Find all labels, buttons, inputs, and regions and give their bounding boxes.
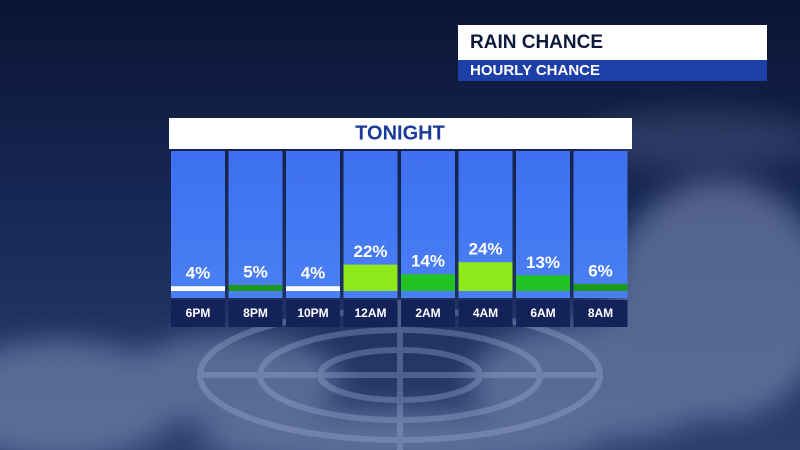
value-label: 6% [588, 261, 613, 280]
label-strip [343, 300, 398, 327]
label-strip [458, 300, 513, 327]
x-tick-label: 6AM [530, 306, 555, 320]
column [401, 151, 455, 298]
chart-title: TONIGHT [355, 122, 445, 144]
subtitle-box [458, 60, 767, 81]
bar [228, 285, 283, 291]
title: RAIN CHANCE [470, 32, 603, 53]
bar [401, 274, 455, 291]
subtitle: HOURLY CHANCE [470, 62, 600, 79]
bar [171, 286, 225, 291]
x-tick-label: 2AM [415, 306, 440, 320]
bar [516, 275, 570, 291]
x-tick-label: 12AM [354, 306, 386, 320]
label-strip [516, 300, 570, 327]
label-strip [171, 300, 225, 327]
bar [343, 264, 398, 291]
value-label: 4% [301, 264, 326, 283]
radar-rings [197, 300, 603, 450]
x-tick-label: 8PM [243, 306, 268, 320]
label-strip [228, 300, 283, 327]
column [171, 151, 225, 298]
bar [286, 286, 340, 291]
x-tick-label: 6PM [186, 306, 211, 320]
value-label: 4% [186, 264, 211, 283]
label-strip [286, 300, 340, 327]
value-label: 13% [526, 253, 560, 272]
value-label: 14% [411, 252, 445, 271]
clouds [0, 110, 800, 450]
column [573, 151, 628, 298]
value-label: 24% [468, 240, 502, 259]
label-strip [401, 300, 455, 327]
value-label: 22% [353, 242, 387, 261]
column [516, 151, 570, 298]
label-strip [573, 300, 628, 327]
chart-title-box [169, 118, 632, 149]
bar [573, 283, 628, 291]
chart: 4% 6PM 5% 8PM 4% 10PM 22% 12AM 14% 2AM 24% 4AM 13% 6A… [171, 151, 628, 327]
x-tick-label: 10PM [297, 306, 328, 320]
bar [458, 262, 513, 291]
x-tick-label: 8AM [588, 306, 613, 320]
title-box [458, 25, 767, 60]
column [228, 151, 283, 298]
x-tick-label: 4AM [473, 306, 498, 320]
column [286, 151, 340, 298]
value-label: 5% [243, 262, 268, 281]
